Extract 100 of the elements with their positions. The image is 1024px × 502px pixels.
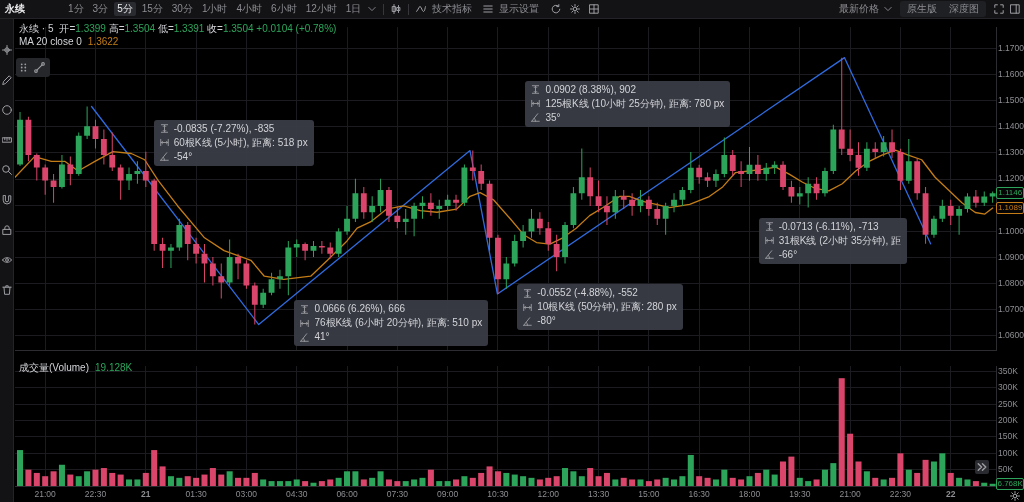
candlestick [427,193,434,216]
bar [318,481,325,486]
bar [704,477,711,486]
candlestick [704,172,711,187]
bar [671,479,678,486]
candlestick [33,153,40,181]
text: 3分 [91,2,110,16]
bar [562,468,569,486]
text: 4小时 [235,2,264,16]
bar [930,461,937,486]
bar [444,481,451,486]
x-tick-label: 22 [945,489,956,500]
x-tick-label: 09:00 [437,489,459,500]
candlestick [629,193,636,216]
bar [394,481,401,486]
annotation: 0.0902 (8.38%), 902 125根K线 (10小时 25分钟), 距离: 780 px 35° [545,82,725,125]
candlestick [84,106,91,140]
bar [494,471,501,486]
annotation: -0.0552 (-4.88%), -552 10根K线 (50分钟), 距离: 280 px -80° [537,286,677,329]
bar [520,476,527,486]
bar [956,477,963,486]
y-tick-label: 1.1400 [998,121,1024,132]
bar [327,479,334,486]
bar [243,477,250,486]
bar [486,466,493,486]
y-tick-label: 1.1200 [998,173,1024,184]
bar [746,476,753,486]
bar [75,476,82,486]
annotation: -0.0835 (-7.27%), -835 60根K线 (5小时), 距离: 518 px -54° [173,121,308,164]
y-tick-label: 150K [998,431,1019,442]
bar [478,472,485,486]
y-tick-label: 1.1500 [998,95,1024,106]
candlestick [243,260,250,289]
bar [176,477,183,486]
bar [419,477,426,486]
candlestick [713,169,719,187]
text: 开=1.3399 高=1.3504 低=1.3391 收=1.3504 +0.0104 (+0.78%) [59,23,337,34]
bar [134,479,141,486]
y-tick-label: 200K [998,415,1019,425]
annotation: -0.0713 (-6.11%), -713 31根K线 (2小时 35分钟), 距 -66° [778,219,901,262]
candlestick [168,244,174,269]
bar [511,474,518,486]
bar [335,477,342,486]
candlestick [193,237,200,264]
text: 显示设置 [498,2,541,16]
bar [637,479,644,486]
bar [151,450,158,486]
candlestick [947,199,954,226]
x-tick-label: 03:00 [235,489,258,500]
y-tick-label: 1.1600 [998,68,1024,79]
bar [201,474,208,486]
candlestick [344,205,350,235]
bar [536,479,543,486]
chart-title: 永续 · 5 [19,23,54,34]
bar [184,476,191,486]
bar [620,477,627,486]
x-tick-label: 21:00 [34,489,57,500]
candlestick [956,205,963,235]
y-tick-label: 1.0600 [998,330,1024,341]
y-tick-label: 250K [998,398,1019,409]
bar [369,477,376,486]
bar [503,472,510,486]
x-tick-label: 22:30 [889,489,912,500]
bar [17,450,24,486]
bar [729,477,736,486]
bar [763,469,770,486]
bar [218,474,225,486]
bar [545,477,552,486]
bar [377,471,384,486]
text: 永续 [5,2,26,16]
bar [855,461,862,486]
candlestick [553,234,560,272]
bar [276,481,283,486]
bar [788,456,795,486]
bar [310,482,317,486]
candlestick [654,202,661,226]
bar [293,479,300,486]
bar [838,378,845,486]
bar [167,476,174,486]
bar [385,479,392,486]
bar [914,472,921,486]
bar [84,471,91,486]
y-tick-label: 350K [998,366,1019,376]
annotation: 1.1089 [996,202,1024,215]
candlestick [100,129,107,165]
candlestick [109,132,116,171]
bar [939,453,946,486]
bar [109,472,116,486]
y-tick-label: 300K [998,382,1019,393]
bar [411,479,418,486]
chart-title: 成交量(Volume) [19,362,90,373]
text: 1日 [344,2,363,16]
y-tick-label: 1.0900 [998,251,1024,262]
candlestick [889,129,895,159]
x-tick-label: 07:30 [386,489,409,500]
bar [696,476,703,486]
bar [754,472,761,486]
y-tick-label: 1.1700 [998,42,1024,53]
candlestick [679,186,686,206]
bar [528,477,535,486]
